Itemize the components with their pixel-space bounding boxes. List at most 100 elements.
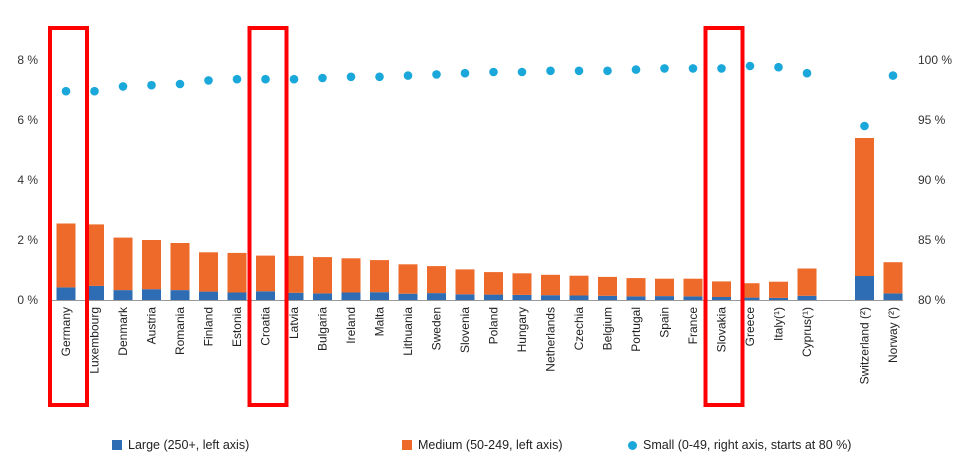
legend-item-small: Small (0-49, right axis, starts at 80 %): [628, 438, 851, 452]
point-small: [289, 74, 299, 84]
point-small: [232, 74, 242, 84]
highlight-box: [703, 26, 745, 407]
point-small: [660, 64, 669, 73]
bar-large: [284, 292, 304, 300]
bar-medium: [484, 272, 503, 295]
point-small: [147, 80, 156, 90]
bar-large: [85, 285, 104, 300]
highlight-box: [247, 26, 289, 407]
bar-large: [541, 295, 560, 300]
category-label: Malta: [373, 307, 387, 337]
category-label: Hungary: [515, 307, 529, 352]
bar-large: [398, 293, 418, 300]
category-label: Slovakia: [715, 307, 729, 353]
bar-medium: [227, 252, 247, 293]
category-label: Germany: [59, 307, 73, 356]
legend-swatch-large: [112, 440, 122, 450]
bar-large: [655, 296, 674, 300]
bar-medium: [541, 274, 560, 296]
bar-large: [712, 297, 731, 300]
bar-medium: [855, 138, 874, 276]
category-label: Bulgaria: [316, 307, 330, 351]
bar-medium: [56, 223, 76, 288]
point-small: [574, 66, 584, 76]
category-label: Spain: [658, 307, 672, 338]
point-small: [261, 74, 270, 84]
category-label: Poland: [487, 307, 501, 344]
point-small: [603, 66, 612, 76]
category-label: Greece: [743, 307, 757, 347]
bar-large: [883, 293, 903, 300]
category-label: Estonia: [230, 307, 244, 347]
point-small: [860, 121, 869, 131]
bar-medium: [398, 264, 418, 294]
category-label: Lithuania: [401, 307, 415, 356]
category-label: Austria: [145, 307, 159, 345]
bar-large: [683, 296, 703, 300]
bar-medium: [712, 281, 731, 297]
bar-medium: [313, 257, 332, 294]
point-small: [688, 64, 698, 73]
bar-medium: [683, 278, 703, 297]
point-small: [118, 82, 128, 91]
point-small: [403, 71, 413, 80]
point-small: [375, 72, 384, 82]
point-small: [90, 86, 99, 96]
bar-medium: [883, 262, 903, 294]
category-label: Norway (²): [886, 307, 900, 363]
point-small: [432, 70, 441, 79]
legend-item-medium: Medium (50-249, left axis): [402, 438, 563, 452]
bar-large: [199, 291, 218, 300]
point-small: [802, 68, 812, 78]
bar-large: [56, 287, 76, 300]
point-small: [517, 67, 527, 77]
legend-item-large: Large (250+, left axis): [112, 438, 249, 452]
point-small: [717, 64, 726, 73]
left-axis-tick: 4 %: [17, 173, 38, 187]
point-small: [175, 79, 185, 89]
right-axis-tick: 100 %: [918, 53, 952, 67]
bar-large: [484, 294, 503, 300]
bar-large: [142, 289, 161, 300]
category-label: Italy(¹): [772, 307, 786, 341]
bar-large: [341, 292, 361, 300]
bar-medium: [113, 237, 133, 291]
bar-medium: [427, 266, 446, 294]
bar-large: [626, 296, 646, 300]
bar-medium: [85, 224, 104, 286]
category-label: Switzerland (²): [858, 307, 872, 384]
right-axis-tick: 95 %: [918, 113, 946, 127]
bar-medium: [626, 278, 646, 297]
left-axis-tick: 2 %: [17, 233, 38, 247]
bar-large: [170, 290, 190, 300]
legend-swatch-medium: [402, 440, 412, 450]
right-axis-tick: 85 %: [918, 233, 946, 247]
legend-label-medium: Medium (50-249, left axis): [418, 438, 563, 452]
right-axis-tick: 80 %: [918, 293, 946, 307]
point-small: [204, 76, 213, 85]
point-small: [546, 66, 555, 76]
left-axis-tick: 6 %: [17, 113, 38, 127]
category-label: Denmark: [116, 306, 130, 356]
bar-medium: [569, 275, 589, 296]
bar-medium: [199, 252, 218, 292]
legend: Large (250+, left axis) Medium (50-249, …: [0, 438, 963, 458]
bar-medium: [370, 260, 389, 293]
right-axis-tick: 90 %: [918, 173, 946, 187]
category-label: Portugal: [629, 307, 643, 352]
point-small: [61, 86, 71, 96]
bar-large: [855, 276, 874, 300]
category-label: Netherlands: [544, 307, 558, 372]
bar-large: [227, 292, 247, 300]
bar-large: [569, 295, 589, 300]
bar-large: [769, 297, 788, 300]
highlight-box: [48, 26, 89, 407]
category-label: Romania: [173, 307, 187, 355]
point-small: [489, 67, 498, 77]
bar-large: [797, 295, 817, 300]
category-label: Latvia: [287, 307, 301, 339]
legend-label-small: Small (0-49, right axis, starts at 80 %): [643, 438, 852, 452]
point-small: [346, 72, 356, 82]
bar-medium: [170, 243, 190, 291]
category-label: Czechia: [572, 307, 586, 351]
